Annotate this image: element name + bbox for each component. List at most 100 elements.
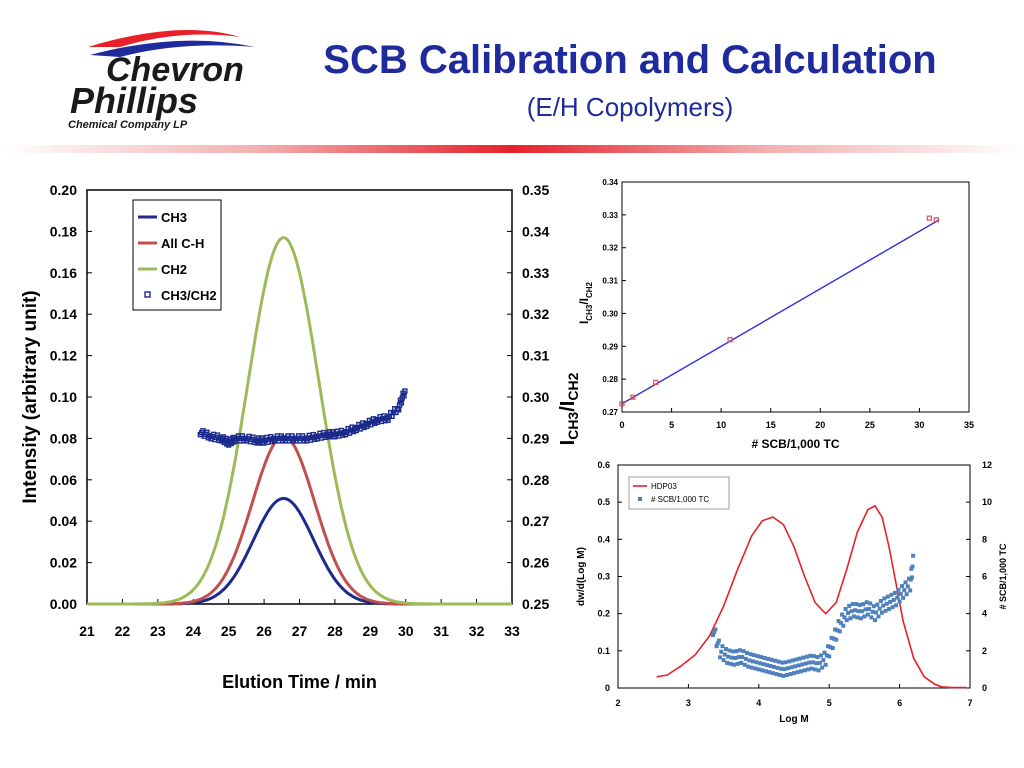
x-tick-label: 27 (292, 623, 308, 639)
scb-point (887, 607, 892, 612)
scb-point (847, 603, 852, 608)
scb-point (748, 652, 753, 657)
scb-point (774, 672, 779, 677)
scb-point (766, 656, 771, 661)
x-tick-label: 25 (221, 623, 237, 639)
y-tick-label: 0.3 (597, 572, 610, 582)
y-axis-label: dw/d(Log M) (576, 547, 587, 606)
scb-point (830, 646, 835, 651)
scb-point (718, 655, 723, 660)
y-tick-label: 0.6 (597, 460, 610, 470)
scb-point (735, 661, 740, 666)
scb-point (828, 645, 833, 650)
page-subtitle: (E/H Copolymers) (526, 92, 734, 122)
y2-tick-label: 0.31 (522, 348, 549, 364)
y2-tick-label: 0.30 (522, 389, 549, 405)
scb-point (892, 590, 897, 595)
scb-point (780, 660, 785, 665)
scb-point (909, 575, 914, 580)
scb-point (881, 603, 886, 608)
scb-point (736, 655, 741, 660)
scb-point (826, 644, 831, 649)
scb-point (880, 610, 884, 615)
scb-point (908, 588, 913, 593)
scb-point (910, 564, 915, 569)
scb-point (742, 662, 747, 667)
scb-point (817, 660, 822, 665)
legend-entry: All C-H (161, 236, 204, 251)
scb-point (803, 661, 808, 666)
scb-point (904, 592, 909, 597)
scb-point (854, 602, 859, 607)
x-tick-label: 23 (150, 623, 166, 639)
y2-tick-label: 0.34 (522, 223, 549, 239)
x-tick-label: 22 (115, 623, 131, 639)
scb-point (781, 673, 786, 678)
scb-point (901, 595, 906, 600)
x-tick-label: 6 (897, 698, 902, 708)
x-tick-label: 26 (256, 623, 272, 639)
scb-point (795, 670, 800, 675)
y-tick-label: 0.27 (602, 408, 618, 417)
calibration-point (630, 394, 636, 400)
x-tick-label: 0 (619, 420, 624, 430)
scb-point (897, 599, 902, 604)
legend-entry: # SCB/1,000 TC (651, 495, 709, 504)
legend-entry: CH3/CH2 (161, 288, 217, 303)
x-tick-label: 31 (433, 623, 449, 639)
scb-point (857, 602, 862, 607)
scb-point (752, 653, 757, 658)
scb-point (807, 660, 812, 665)
scb-point (711, 633, 716, 638)
scb-point (833, 627, 838, 632)
scb-point (876, 614, 881, 619)
y2-tick-label: 0.35 (522, 182, 549, 198)
legend-swatch (144, 291, 151, 298)
y-tick-label: 0 (605, 683, 610, 693)
x-tick-label: 7 (967, 698, 972, 708)
scb-point (793, 664, 798, 669)
y2-tick-label: 0.25 (522, 596, 549, 612)
header-divider (0, 145, 1024, 153)
scb-point (864, 600, 869, 605)
scb-point (800, 662, 805, 667)
scb-point (740, 655, 745, 660)
y-tick-label: 0.4 (597, 534, 610, 544)
scb-point (788, 672, 793, 677)
scb-point (755, 654, 760, 659)
y2-tick-label: 0 (982, 683, 987, 693)
scb-point (806, 667, 811, 672)
elution-chart: 21 22 23 24 25 26 27 28 29 30 31 32 33 0.00 0.02 0.04 0.… (20, 182, 581, 692)
scb-point (739, 660, 744, 665)
calibration-point (933, 217, 939, 223)
scb-point (888, 599, 893, 604)
x-axis-label: # SCB/1,000 TC (751, 437, 839, 451)
y-tick-label: 0.12 (50, 348, 77, 364)
scb-point (767, 670, 772, 675)
x-tick-label: 25 (865, 420, 875, 430)
y2-tick-label: 4 (982, 609, 987, 619)
scb-point (761, 662, 766, 667)
scb-point (890, 605, 895, 610)
scb-point (821, 658, 826, 663)
scb-point (770, 671, 775, 676)
scb-point (714, 644, 719, 649)
scb-point (790, 658, 795, 663)
scb-point (730, 649, 735, 654)
scb-point (820, 665, 825, 670)
scb-point (822, 650, 827, 655)
scb-point (841, 623, 846, 628)
scb-point (738, 648, 743, 653)
scb-point (831, 636, 836, 641)
scb-point (716, 638, 721, 643)
scb-point (797, 656, 802, 661)
scb-point (903, 580, 908, 585)
scb-point (712, 630, 717, 635)
scb-point (753, 666, 758, 671)
scb-point (768, 664, 773, 669)
scb-point (863, 607, 868, 612)
legend-swatch (638, 497, 642, 501)
scb-point (773, 658, 778, 663)
scb-point (827, 654, 832, 659)
